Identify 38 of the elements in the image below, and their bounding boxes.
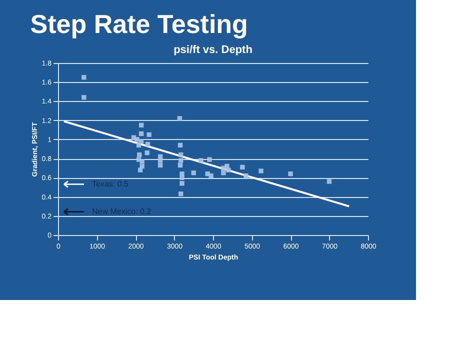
point — [140, 164, 144, 169]
point — [288, 172, 293, 176]
point — [207, 157, 212, 162]
point — [178, 192, 184, 196]
point — [178, 142, 183, 148]
point — [178, 158, 184, 163]
point — [138, 139, 144, 144]
chart-subtitle: psi/ft vs. Depth — [174, 44, 253, 56]
point — [138, 131, 144, 136]
point — [145, 142, 150, 147]
annotation: Texas: 0.5 — [92, 179, 130, 188]
point — [191, 170, 196, 176]
point — [140, 159, 144, 164]
point — [134, 137, 140, 142]
point — [221, 170, 226, 176]
point — [258, 168, 264, 174]
chart-title: Step Rate Testing — [30, 9, 248, 39]
point — [158, 158, 163, 163]
point — [144, 150, 150, 156]
point — [198, 158, 204, 163]
annotation: New Mexico: 0.2 — [92, 206, 152, 216]
point — [240, 164, 245, 170]
point — [82, 95, 86, 100]
point — [326, 179, 332, 184]
point — [244, 173, 248, 178]
point — [138, 122, 144, 128]
point — [208, 173, 214, 178]
point — [178, 162, 183, 168]
point — [177, 116, 182, 121]
point — [180, 172, 184, 176]
point — [137, 152, 142, 158]
point — [178, 152, 184, 158]
point — [146, 132, 152, 138]
point — [158, 162, 163, 168]
point — [82, 74, 86, 80]
point — [180, 181, 184, 186]
point — [180, 175, 184, 180]
point — [226, 168, 231, 172]
